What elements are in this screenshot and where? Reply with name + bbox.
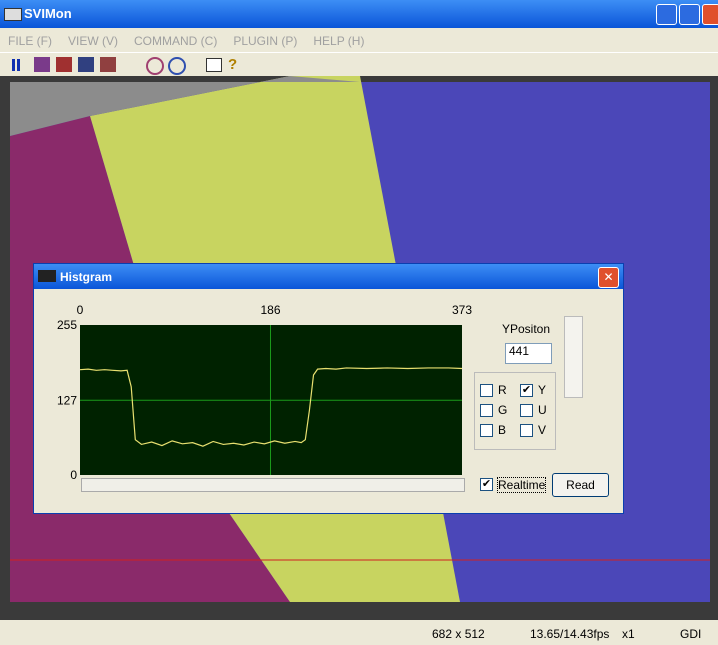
tool-button[interactable] (78, 57, 94, 72)
histogram-line (79, 367, 463, 447)
menu-bar: FILE (F) VIEW (V) COMMAND (C) PLUGIN (P) HEL… (8, 34, 380, 48)
x-tick-label: 0 (77, 303, 84, 317)
channel-checkbox[interactable] (480, 404, 493, 417)
zoom-out-button[interactable] (168, 57, 186, 75)
dialog-title-bar: Histgram ✕ (34, 264, 623, 289)
horizontal-scrollbar[interactable] (81, 478, 465, 492)
window-title: SVIMon (24, 6, 72, 21)
channel-checkbox[interactable]: ✔ (520, 384, 533, 397)
tool-button[interactable] (56, 57, 72, 72)
dialog-title: Histgram (60, 270, 113, 284)
channel-label: V (538, 423, 547, 437)
channel-checkbox[interactable] (480, 384, 493, 397)
menu-item[interactable]: VIEW (V) (68, 34, 118, 48)
status-bar: 682 x 512 13.65/14.43fps x1 GDI (0, 622, 718, 645)
y-tick-label: 0 (70, 468, 77, 482)
menu-item[interactable]: HELP (H) (313, 34, 365, 48)
close-button[interactable] (702, 4, 718, 25)
status-item: x1 (622, 627, 635, 641)
toolbar: ? (0, 52, 718, 77)
app-icon (4, 8, 22, 21)
channel-label: G (498, 403, 508, 417)
realtime-checkbox[interactable]: ✔ (480, 478, 493, 491)
maximize-button[interactable] (679, 4, 700, 25)
menu-item[interactable]: PLUGIN (P) (233, 34, 298, 48)
y-position-label: YPositon (502, 322, 551, 336)
y-position-input[interactable]: 441 (505, 343, 552, 364)
y-tick-label: 127 (57, 393, 77, 407)
channel-label: Y (538, 383, 547, 397)
channel-checkbox[interactable] (480, 424, 493, 437)
help-button[interactable]: ? (228, 56, 238, 73)
tool-button[interactable] (100, 57, 116, 72)
realtime-label: Realtime (497, 477, 547, 493)
top-region (10, 76, 360, 136)
x-tick-label: 186 (260, 303, 280, 317)
minimize-button[interactable] (656, 4, 677, 25)
channel-label: U (538, 403, 547, 417)
tool-button[interactable] (206, 58, 222, 72)
menu-item[interactable]: FILE (F) (8, 34, 52, 48)
channel-checkbox[interactable] (520, 424, 533, 437)
zoom-in-button[interactable] (146, 57, 164, 75)
status-item: 682 x 512 (432, 627, 485, 641)
dialog-close-button[interactable]: ✕ (598, 267, 619, 288)
pause-button[interactable] (12, 59, 15, 71)
dialog-icon (38, 270, 56, 282)
status-item: 13.65/14.43fps (530, 627, 610, 641)
status-item: GDI (680, 627, 702, 641)
tool-button[interactable] (34, 57, 50, 72)
channel-group (474, 372, 556, 450)
channel-checkbox[interactable] (520, 404, 533, 417)
title-bar: SVIMon (0, 0, 718, 28)
menu-item[interactable]: COMMAND (C) (134, 34, 218, 48)
channel-label: B (498, 423, 507, 437)
read-button[interactable]: Read (552, 473, 609, 497)
y-position-spinner[interactable] (564, 316, 583, 398)
y-tick-label: 255 (57, 318, 77, 332)
x-tick-label: 373 (452, 303, 472, 317)
channel-label: R (498, 383, 507, 397)
